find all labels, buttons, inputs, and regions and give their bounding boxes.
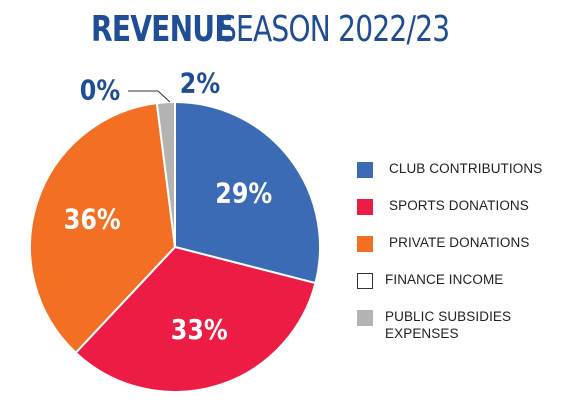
legend-label-club-contributions: CLUB CONTRIBUTIONS xyxy=(389,161,543,176)
legend-swatch-sports-donations xyxy=(357,199,373,215)
pie-slice-private-donations xyxy=(29,102,177,355)
chart-title: REVENUE SEASON 2022/23 xyxy=(0,8,566,52)
legend-item-finance-income: FINANCE INCOME xyxy=(357,271,562,289)
legend-label-sports-donations: SPORTS DONATIONS xyxy=(389,198,529,213)
data-label-public-subsidies-expenses: 2% xyxy=(180,68,220,100)
chart-title-rest: SEASON 2022/23 xyxy=(219,9,450,50)
legend-item-club-contributions: CLUB CONTRIBUTIONS xyxy=(357,160,562,178)
chart-title-strong: REVENUE xyxy=(91,9,234,50)
pie-slice-sports-donations xyxy=(74,245,317,393)
legend-item-private-donations: PRIVATE DONATIONS xyxy=(357,234,562,252)
pie-slice-club-contributions xyxy=(174,100,321,285)
data-label-finance-income: 0% xyxy=(80,75,120,107)
data-label-sports-donations: 33% xyxy=(171,314,228,346)
chart-legend: CLUB CONTRIBUTIONS SPORTS DONATIONS PRIV… xyxy=(357,160,562,342)
legend-swatch-public-subsidies-expenses xyxy=(357,310,373,326)
legend-item-public-subsidies-expenses: PUBLIC SUBSIDIES EXPENSES xyxy=(357,308,562,342)
legend-swatch-private-donations xyxy=(357,236,373,252)
pie-slice-public-subsidies-expenses xyxy=(155,100,176,248)
data-label-private-donations: 36% xyxy=(64,204,121,236)
legend-label-private-donations: PRIVATE DONATIONS xyxy=(389,235,530,250)
legend-swatch-club-contributions xyxy=(357,162,373,178)
legend-label-finance-income: FINANCE INCOME xyxy=(385,272,504,287)
data-label-club-contributions: 29% xyxy=(215,178,272,210)
leader-line-finance-income xyxy=(128,90,171,103)
legend-swatch-finance-income xyxy=(357,273,373,289)
legend-label-public-subsidies-expenses: PUBLIC SUBSIDIES EXPENSES xyxy=(385,309,512,341)
legend-item-sports-donations: SPORTS DONATIONS xyxy=(357,197,562,215)
